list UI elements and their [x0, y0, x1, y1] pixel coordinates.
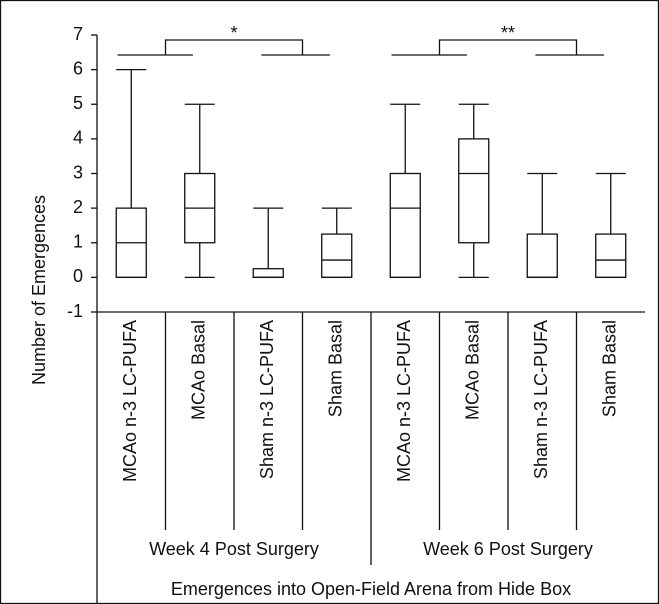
- significance-bracket: [164, 39, 304, 55]
- box: [595, 233, 627, 279]
- box: [526, 233, 558, 279]
- x-tick-label: MCAo n-3 LC-PUFA: [394, 320, 414, 482]
- y-tick-label: -1: [67, 301, 83, 321]
- y-tick-label: 3: [73, 162, 83, 182]
- box: [252, 268, 284, 279]
- x-tick-label: MCAo Basal: [189, 320, 209, 420]
- x-tick-label: Sham Basal: [600, 320, 620, 417]
- significance-label: **: [501, 23, 515, 43]
- significance-bracket: [438, 39, 578, 55]
- box: [458, 138, 490, 244]
- x-tick-label: Sham n-3 LC-PUFA: [531, 320, 551, 479]
- y-tick-label: 1: [73, 232, 83, 252]
- x-axis-title: Emergences into Open-Field Arena from Hi…: [171, 579, 571, 599]
- y-tick-label: 4: [73, 128, 83, 148]
- x-tick-label: MCAo Basal: [463, 320, 483, 420]
- y-tick-label: 2: [73, 197, 83, 217]
- box: [389, 172, 421, 279]
- y-axis-title: Number of Emergences: [29, 195, 49, 385]
- x-tick-label: MCAo n-3 LC-PUFA: [120, 320, 140, 482]
- significance-label: *: [230, 23, 237, 43]
- y-tick-label: 0: [73, 266, 83, 286]
- y-tick-label: 5: [73, 93, 83, 113]
- y-tick-label: 7: [73, 24, 83, 44]
- group-label: Week 6 Post Surgery: [423, 539, 593, 559]
- group-label: Week 4 Post Surgery: [149, 539, 319, 559]
- x-tick-label: Sham n-3 LC-PUFA: [257, 320, 277, 479]
- box: [321, 233, 353, 279]
- y-tick-label: 6: [73, 58, 83, 78]
- x-tick-label: Sham Basal: [326, 320, 346, 417]
